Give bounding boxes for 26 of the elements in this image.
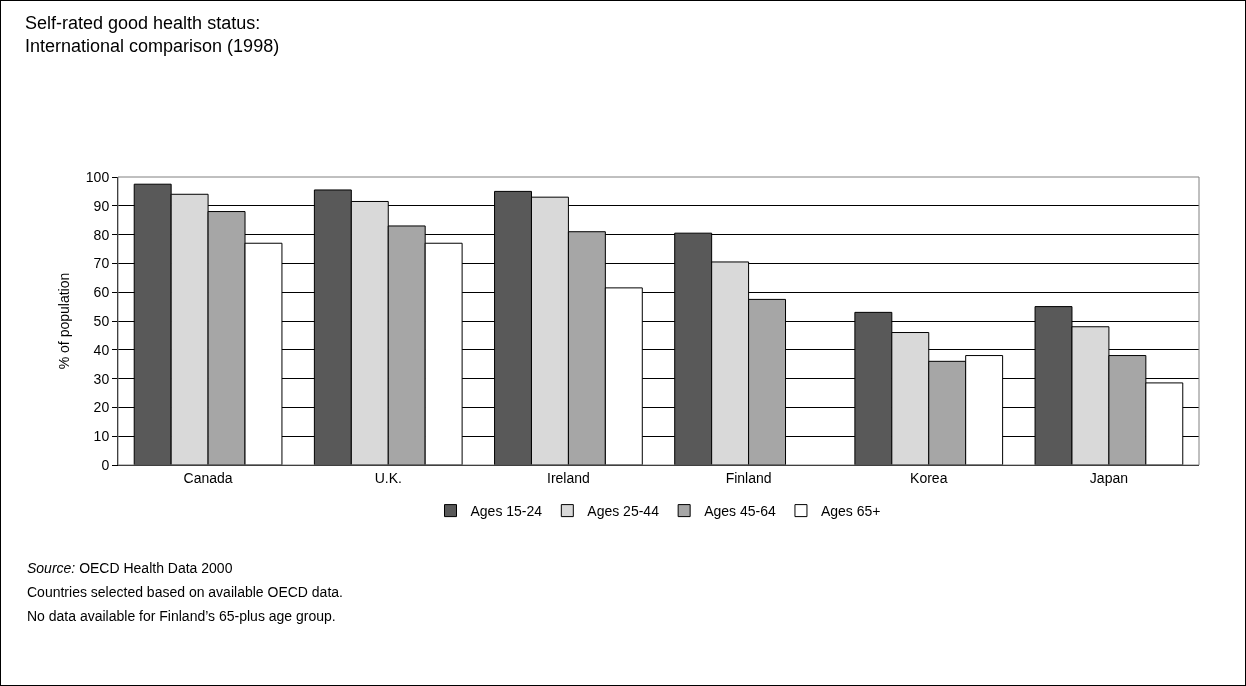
- y-tick-label: 40: [93, 341, 110, 358]
- y-tick-label: 70: [93, 255, 110, 272]
- y-tick-label: 60: [93, 284, 110, 301]
- x-tick-label: Ireland: [547, 469, 590, 486]
- y-tick-label: 50: [93, 312, 110, 329]
- y-tick-label: 90: [93, 197, 110, 214]
- text: No data available for Finland’s 65-plus age group.: [27, 608, 336, 624]
- x-tick-label: Finland: [725, 469, 772, 486]
- y-tick-label: 30: [93, 370, 110, 387]
- chart-title: Self-rated good health status: International comparison (1998): [25, 13, 280, 57]
- legend-label: Ages 65+: [820, 503, 881, 520]
- x-tick-label: Japan: [1089, 469, 1128, 486]
- y-tick-label: 20: [93, 399, 110, 416]
- y-tick-label: 10: [93, 428, 110, 445]
- source-note: Source: OECD Health Data 2000: [27, 560, 233, 576]
- y-axis-title: % of population: [56, 272, 73, 370]
- y-tick-label: 80: [93, 226, 110, 243]
- y-tick-label: 100: [85, 168, 110, 185]
- x-tick-label: Korea: [910, 469, 948, 486]
- legend-label: Ages 15-24: [470, 503, 543, 520]
- legend-label: Ages 45-64: [704, 503, 776, 520]
- text: Countries selected based on available OECD data.: [27, 584, 343, 600]
- y-tick-label: 0: [101, 456, 110, 473]
- legend-label: Ages 25-44: [587, 503, 660, 520]
- x-tick-label: Canada: [183, 469, 233, 486]
- x-tick-label: U.K.: [374, 469, 402, 486]
